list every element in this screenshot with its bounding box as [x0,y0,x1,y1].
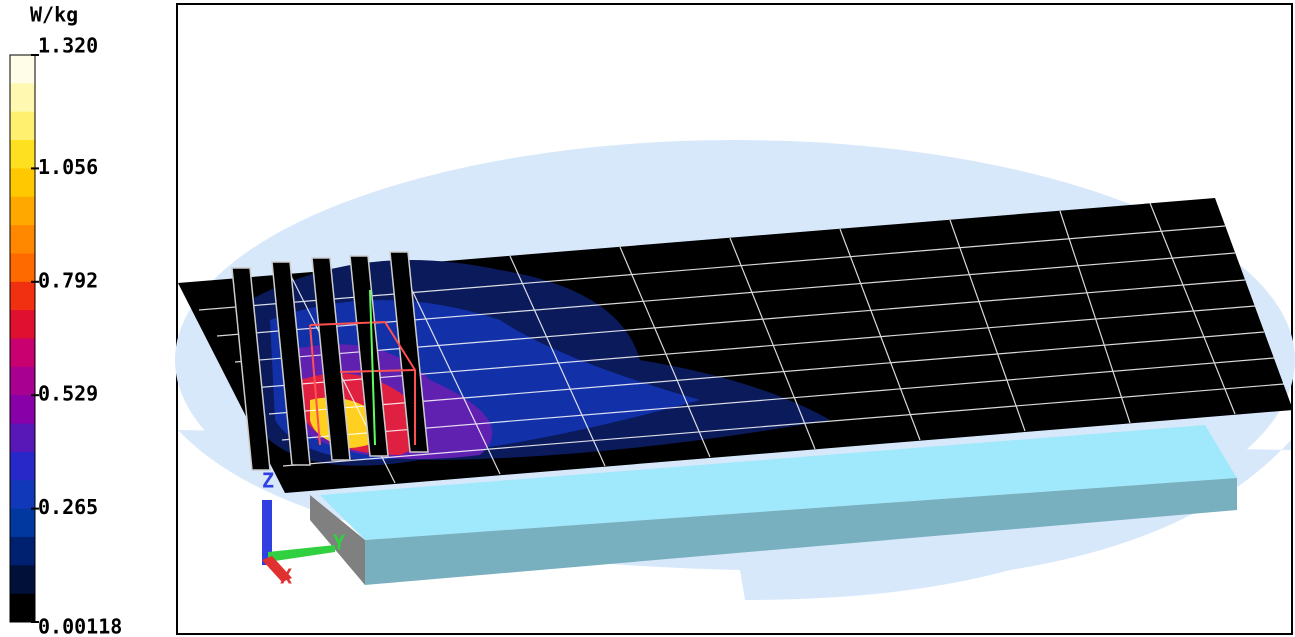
colorbar-band [10,395,35,425]
colorbar-band [10,480,35,510]
antenna-frame [309,320,416,446]
colorbar-band [10,281,35,311]
colorbar-band [10,338,35,368]
colorbar-band [10,140,35,169]
x-arrow [262,556,292,582]
colorbar-band [10,83,35,113]
colorbar-band [10,508,35,538]
colorbar-band [10,196,35,226]
colorbar-band [10,451,35,481]
scene: Z Y X [175,140,1295,633]
colorbar-band [10,225,35,254]
antenna-fins [231,251,429,471]
colorbar-band [10,310,35,339]
z-arrow [262,500,272,565]
colorbar-tick-label: 0.792 [38,268,98,292]
slab-front [365,478,1237,585]
x-label: X [280,565,292,589]
colorbar-tick-label: 1.056 [38,155,98,179]
y-arrow [268,545,335,562]
feed-line [369,289,376,446]
colorbar-band [10,253,35,283]
colorbar-tick-label: 0.529 [38,382,98,406]
colorbar-band [10,536,35,566]
slab-top [320,425,1237,540]
colorbar-band [10,423,35,453]
colorbar: 1.320 1.056 0.792 0.529 0.265 0.00118 [9,34,122,637]
colorbar-band [10,565,35,595]
z-label: Z [262,469,274,493]
colorbar-unit: W/kg [30,3,78,27]
colorbar-tick-label: 1.320 [38,34,98,58]
colorbar-tick-label: 0.00118 [38,615,122,637]
colorbar-band [10,168,35,198]
axis-triad: Z Y X [262,469,345,589]
colorbar-band [10,111,35,141]
y-label: Y [333,531,345,555]
colorbar-band [10,55,35,84]
colorbar-band [10,366,35,396]
slab-side [310,495,365,585]
colorbar-band [10,593,35,623]
colorbar-tick-label: 0.265 [38,495,98,519]
colorbar-frame [9,54,36,623]
